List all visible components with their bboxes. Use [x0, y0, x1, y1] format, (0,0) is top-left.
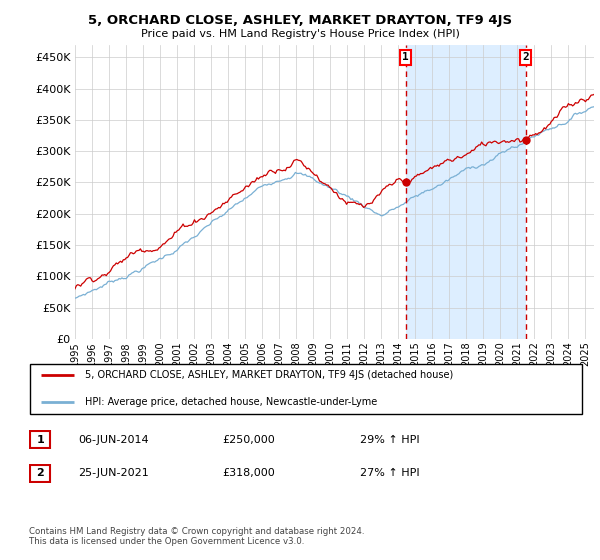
Text: 1: 1 — [403, 52, 409, 62]
Text: 5, ORCHARD CLOSE, ASHLEY, MARKET DRAYTON, TF9 4JS (detached house): 5, ORCHARD CLOSE, ASHLEY, MARKET DRAYTON… — [85, 370, 454, 380]
Text: £250,000: £250,000 — [222, 435, 275, 445]
Text: 27% ↑ HPI: 27% ↑ HPI — [360, 468, 419, 478]
FancyBboxPatch shape — [30, 364, 582, 414]
Text: 5, ORCHARD CLOSE, ASHLEY, MARKET DRAYTON, TF9 4JS: 5, ORCHARD CLOSE, ASHLEY, MARKET DRAYTON… — [88, 14, 512, 27]
Text: 25-JUN-2021: 25-JUN-2021 — [78, 468, 149, 478]
Text: 1: 1 — [37, 435, 44, 445]
FancyBboxPatch shape — [30, 465, 50, 482]
Text: £318,000: £318,000 — [222, 468, 275, 478]
Text: 06-JUN-2014: 06-JUN-2014 — [78, 435, 149, 445]
Text: Contains HM Land Registry data © Crown copyright and database right 2024.
This d: Contains HM Land Registry data © Crown c… — [29, 526, 364, 546]
Text: HPI: Average price, detached house, Newcastle-under-Lyme: HPI: Average price, detached house, Newc… — [85, 397, 377, 407]
Bar — [406, 45, 526, 339]
FancyBboxPatch shape — [30, 431, 50, 448]
Text: 29% ↑ HPI: 29% ↑ HPI — [360, 435, 419, 445]
Text: 2: 2 — [37, 468, 44, 478]
Text: Price paid vs. HM Land Registry's House Price Index (HPI): Price paid vs. HM Land Registry's House … — [140, 29, 460, 39]
Text: 2: 2 — [522, 52, 529, 62]
